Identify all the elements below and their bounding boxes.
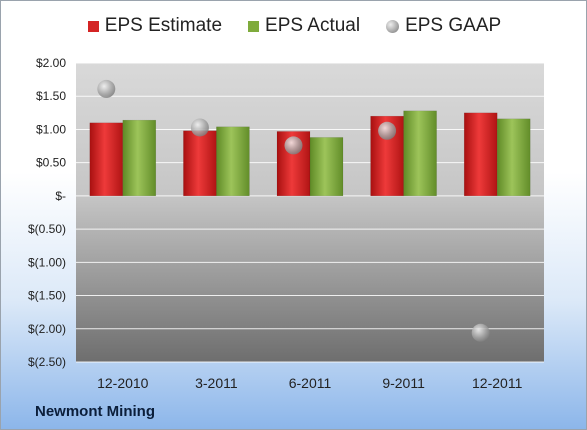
- gaap-point: [97, 79, 116, 98]
- y-tick-label: $0.50: [36, 156, 66, 170]
- legend-item-gaap: EPS GAAP: [386, 15, 501, 37]
- bar-actual: [122, 119, 157, 197]
- bar-estimate: [89, 122, 124, 197]
- legend-item-actual: EPS Actual: [248, 15, 360, 37]
- x-tick-label: 3-2011: [195, 375, 238, 391]
- legend-swatch-actual: [248, 20, 260, 32]
- y-tick-label: $(2.50): [28, 355, 66, 369]
- bar-actual: [309, 137, 344, 197]
- legend-label-estimate: EPS Estimate: [104, 15, 223, 36]
- x-tick-label: 6-2011: [289, 375, 332, 391]
- y-tick-label: $(1.00): [28, 255, 66, 269]
- y-tick-label: $(2.00): [28, 322, 66, 336]
- legend-label-gaap: EPS GAAP: [405, 15, 502, 36]
- legend: EPS Estimate EPS Actual EPS GAAP: [1, 15, 586, 37]
- company-name: Newmont Mining: [35, 403, 155, 420]
- bar-actual: [216, 126, 250, 197]
- y-tick-label: $(1.50): [28, 289, 66, 303]
- y-tick-label: $1.00: [36, 122, 66, 136]
- legend-swatch-estimate: [87, 20, 99, 32]
- bar-actual: [403, 110, 437, 197]
- y-tick-label: $2.00: [36, 56, 66, 70]
- gaap-point: [378, 121, 397, 140]
- x-tick-label: 9-2011: [382, 375, 425, 391]
- legend-label-actual: EPS Actual: [265, 15, 361, 36]
- bar-estimate: [463, 112, 498, 197]
- plot-area: [76, 63, 544, 362]
- gaap-point: [471, 323, 490, 342]
- legend-item-estimate: EPS Estimate: [87, 15, 223, 37]
- x-tick-label: 12-2010: [97, 375, 149, 391]
- x-tick-label: 12-2011: [472, 375, 523, 391]
- bar-actual: [496, 118, 531, 197]
- y-tick-label: $-: [55, 189, 66, 203]
- bar-estimate: [183, 130, 217, 197]
- y-tick-label: $1.50: [36, 89, 66, 103]
- gaap-point: [284, 136, 303, 155]
- legend-swatch-gaap: [386, 19, 400, 33]
- gaap-point: [190, 118, 209, 137]
- y-tick-label: $(0.50): [28, 222, 66, 236]
